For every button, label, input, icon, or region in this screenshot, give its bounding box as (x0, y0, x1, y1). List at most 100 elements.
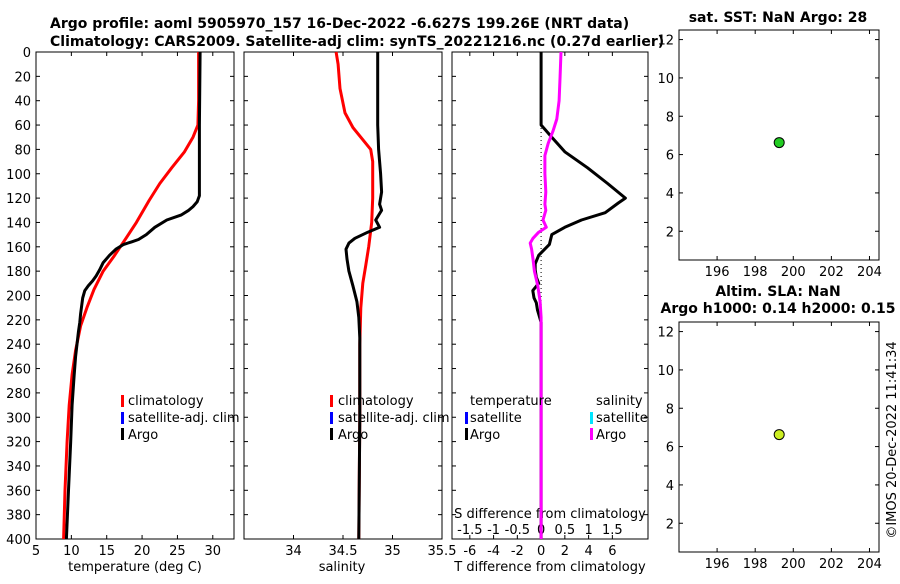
legend-swatch-t-argo (465, 428, 468, 440)
sst-map-panel (678, 29, 880, 261)
salinity-panel (243, 51, 443, 540)
legend-swatch-s-satellite (590, 412, 593, 424)
map-x-tick-label: 204 (857, 265, 882, 280)
title-line1: Argo profile: aoml 5905970_157 16-Dec-20… (50, 16, 629, 32)
legend-swatch-satellite (330, 412, 333, 424)
legend-climatology: climatology (338, 394, 414, 409)
depth-tick-label: 180 (6, 265, 31, 280)
depth-tick-label: 80 (14, 143, 31, 158)
map-y-tick-label: 6 (666, 441, 674, 456)
temperature-xlabel: temperature (deg C) (68, 560, 202, 575)
map-y-tick-label: 10 (657, 364, 674, 379)
legend-swatch-t-satellite (465, 412, 468, 424)
depth-tick-label: 200 (6, 290, 31, 305)
map-x-tick-label: 200 (781, 265, 806, 280)
salinity-xlabel: salinity (319, 560, 366, 575)
depth-tick-label: 60 (14, 119, 31, 134)
map-y-tick-label: 12 (657, 326, 674, 341)
map-x-tick-label: 202 (819, 557, 844, 572)
series-s-argo (528, 51, 563, 539)
legend-argo: Argo (128, 428, 158, 443)
series-argo (64, 51, 202, 540)
depth-tick-label: 140 (6, 216, 31, 231)
x-tick-label: 35 (384, 544, 401, 559)
diff-xlabel: T difference from climatology (453, 560, 646, 575)
s-diff-tick-label: 1.5 (602, 523, 623, 538)
map-y-tick-label: 2 (666, 517, 674, 532)
x-tick-label: 0 (537, 544, 545, 559)
legend-swatch-climatology (121, 395, 124, 407)
series-climatology (62, 52, 201, 540)
difference-panel (451, 51, 649, 540)
depth-tick-label: 100 (6, 168, 31, 183)
map-markers (773, 137, 785, 441)
sla-profile-marker (773, 429, 785, 441)
map-x-tick-label: 198 (743, 265, 768, 280)
depth-tick-label: 40 (14, 95, 31, 110)
map-x-tick-label: 198 (743, 557, 768, 572)
s-diff-tick-label: 1 (584, 523, 592, 538)
s-diff-tick-label: -1.5 (457, 523, 482, 538)
depth-tick-label: 320 (6, 436, 31, 451)
map-y-tick-label: 10 (657, 72, 674, 87)
sla-title2: Argo h1000: 0.14 h2000: 0.15 (660, 301, 895, 317)
legend-swatch-argo (330, 428, 333, 440)
map-x-tick-label: 196 (705, 265, 730, 280)
map-y-tick-label: 8 (666, 402, 674, 417)
legend-swatch-argo (121, 428, 124, 440)
map-x-tick-label: 202 (819, 265, 844, 280)
legend-salinity-header: salinity (596, 394, 643, 409)
depth-tick-label: 380 (6, 509, 31, 524)
s-diff-tick-label: -0.5 (505, 523, 530, 538)
x-tick-label: 6 (608, 544, 616, 559)
x-tick-label: 34.5 (329, 544, 358, 559)
sst-profile-marker (773, 137, 785, 149)
x-tick-label: 2 (561, 544, 569, 559)
depth-tick-label: 260 (6, 363, 31, 378)
map-x-tick-label: 204 (857, 557, 882, 572)
x-tick-label: 5 (32, 544, 40, 559)
legend-satellite: satellite-adj. clim (338, 411, 450, 426)
legend-s-satellite: satellite (596, 411, 648, 426)
x-tick-label: 34 (285, 544, 302, 559)
depth-tick-label: 360 (6, 484, 31, 499)
sst-title: sat. SST: NaN Argo: 28 (689, 10, 868, 26)
x-tick-label: 20 (134, 544, 151, 559)
map-y-tick-label: 8 (666, 110, 674, 125)
map-x-tick-label: 200 (781, 557, 806, 572)
map-y-tick-label: 12 (657, 34, 674, 49)
x-tick-label: 25 (169, 544, 186, 559)
temperature-legend: climatology satellite-adj. clim Argo (121, 394, 240, 443)
x-tick-label: 4 (584, 544, 592, 559)
legend-s-argo: Argo (596, 428, 626, 443)
depth-tick-label: 340 (6, 460, 31, 475)
legend-swatch-s-argo (590, 428, 593, 440)
sla-title1: Altim. SLA: NaN (715, 284, 840, 300)
legend-satellite: satellite-adj. clim (128, 411, 240, 426)
legend-swatch-satellite (121, 412, 124, 424)
depth-tick-label: 300 (6, 411, 31, 426)
legend-t-satellite: satellite (470, 411, 522, 426)
legend-temperature-header: temperature (470, 394, 552, 409)
series-argo (344, 52, 384, 540)
s-diff-tick-label: -1 (487, 523, 500, 538)
data-lines (62, 51, 627, 540)
depth-tick-label: 220 (6, 314, 31, 329)
x-tick-label: -6 (463, 544, 476, 559)
legend-climatology: climatology (128, 394, 204, 409)
series-climatology (334, 51, 375, 540)
legend-swatch-climatology (330, 395, 333, 407)
s-diff-tick-label: 0.5 (555, 523, 576, 538)
depth-tick-label: 280 (6, 387, 31, 402)
x-tick-label: -4 (487, 544, 500, 559)
legend-argo: Argo (338, 428, 368, 443)
series-t-argo (531, 52, 627, 539)
salinity-legend: climatology satellite-adj. clim Argo (330, 394, 450, 443)
depth-tick-label: 0 (23, 46, 31, 61)
timestamp: ©IMOS 20-Dec-2022 11:41:34 (885, 341, 900, 538)
x-tick-label: 35.5 (428, 544, 457, 559)
depth-tick-label: 400 (6, 533, 31, 548)
x-tick-label: -2 (511, 544, 524, 559)
map-y-tick-label: 4 (666, 479, 674, 494)
